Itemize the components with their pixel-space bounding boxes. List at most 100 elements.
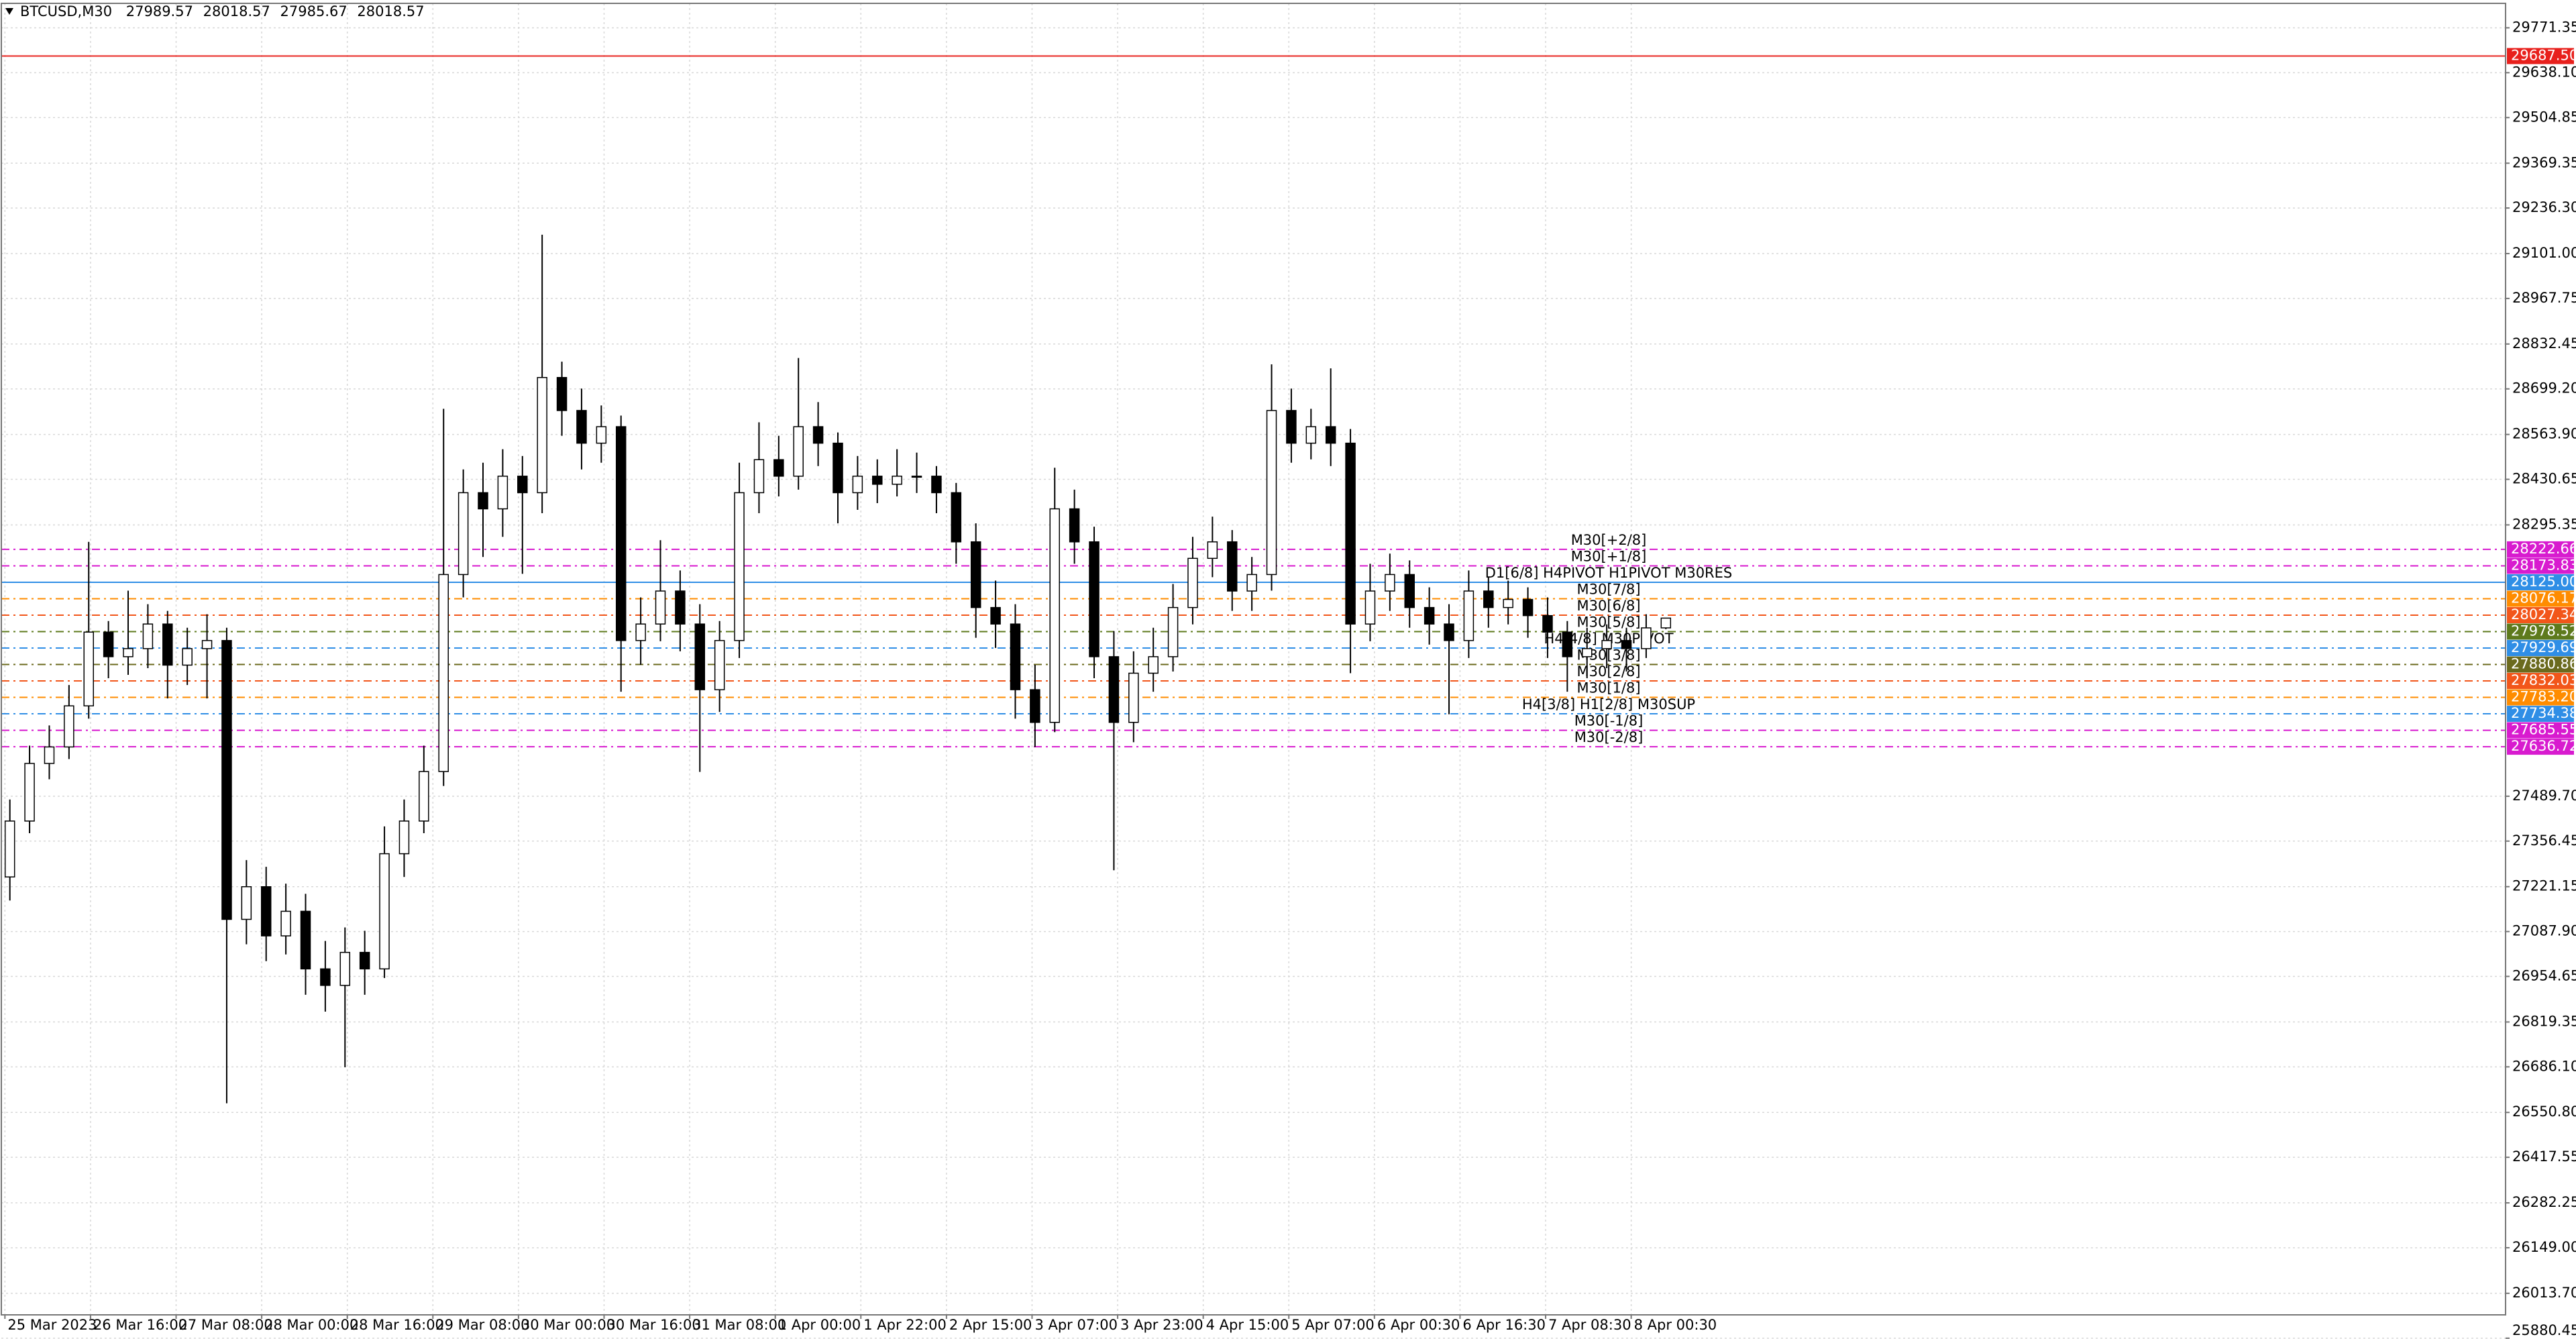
candle-body: [1444, 623, 1454, 641]
candle-body: [162, 623, 173, 666]
price-tag: [2507, 623, 2574, 640]
candle-body: [911, 476, 922, 478]
candle-body: [419, 771, 429, 822]
candle-body: [1325, 426, 1336, 444]
y-tick-label: 29504.85: [2512, 109, 2576, 125]
y-tick-label: 28832.45: [2512, 335, 2576, 352]
x-tick-label: 1 Apr 22:00: [863, 1317, 947, 1333]
candle-body: [675, 590, 686, 625]
levels: M30[+2/8]M30[+1/8]D1[6/8] H4PIVOT H1PIVO…: [1, 55, 2506, 748]
candle-body: [1266, 410, 1277, 576]
candle-body: [83, 631, 94, 706]
x-tick-label: 6 Apr 00:30: [1377, 1317, 1460, 1333]
y-tick-label: 29236.30: [2512, 199, 2576, 215]
price-tag: [2507, 48, 2574, 64]
high-value: 28018.57: [203, 3, 270, 19]
candle-body: [201, 640, 213, 649]
candle-body: [123, 648, 133, 657]
y-tick-label: 26550.80: [2512, 1104, 2576, 1120]
y-tick-label: 26686.10: [2512, 1058, 2576, 1074]
candle-body: [753, 459, 765, 494]
candle-body: [1167, 606, 1179, 657]
x-tick-label: 8 Apr 00:30: [1634, 1317, 1717, 1333]
candle-body: [1503, 598, 1513, 608]
candle-body: [1246, 574, 1257, 592]
x-tick-label: 27 Mar 08:00: [179, 1317, 273, 1333]
candle-body: [438, 574, 449, 772]
y-tick-label: 26819.35: [2512, 1013, 2576, 1029]
candle-body: [4, 820, 15, 877]
level-label: M30[1/8]: [1576, 680, 1640, 696]
candle-body: [635, 623, 646, 641]
price-tag-label: 27929.69: [2511, 639, 2576, 655]
candle-body: [1424, 606, 1435, 625]
candle-body: [1345, 442, 1356, 625]
y-tick-label: 29369.35: [2512, 154, 2576, 170]
candle-body: [1581, 648, 1593, 657]
candle-body: [596, 426, 607, 444]
y-tick-label: 27087.90: [2512, 923, 2576, 939]
candle-body: [280, 910, 291, 936]
candle-body: [833, 442, 843, 494]
price-tag-label: 28076.17: [2511, 590, 2576, 606]
y-tick-label: 26954.65: [2512, 968, 2576, 984]
price-tag-label: 27832.03: [2511, 672, 2576, 688]
candle-body: [1286, 410, 1297, 444]
x-tick-label: 31 Mar 08:00: [692, 1317, 786, 1333]
candle-body: [497, 476, 508, 510]
price-tag-label: 27685.55: [2511, 722, 2576, 738]
price-tag: [2507, 689, 2574, 706]
candle-body: [970, 541, 981, 608]
x-tick-label: 26 Mar 16:00: [93, 1317, 187, 1333]
x-tick-label: 6 Apr 16:30: [1462, 1317, 1546, 1333]
candle-body: [398, 820, 410, 855]
price-tag-label: 28222.66: [2511, 541, 2576, 557]
y-tick-label: 29771.35: [2512, 19, 2576, 35]
level-label: M30[-1/8]: [1574, 713, 1644, 729]
candle-body: [103, 631, 114, 657]
price-axis: 29771.35 29638.10 29504.85 29369.35 29236.30…: [4, 19, 2576, 1339]
candle-body: [260, 886, 272, 936]
candle-body: [1463, 590, 1474, 641]
candle-body: [615, 426, 627, 641]
candle-body: [1522, 598, 1534, 617]
price-tag: [2507, 722, 2574, 739]
x-tick-label: 7 Apr 08:30: [1548, 1317, 1631, 1333]
x-tick-label: 30 Mar 00:00: [521, 1317, 615, 1333]
y-tick-label: 26149.00: [2512, 1239, 2576, 1255]
x-tick-label: 29 Mar 08:00: [435, 1317, 529, 1333]
price-tag-label: 28125.00: [2511, 574, 2576, 590]
price-tag-label: 28173.83: [2511, 557, 2576, 573]
candle-body: [812, 426, 824, 444]
candles: [4, 234, 1672, 1104]
candle-body: [714, 640, 725, 690]
close-value: 28018.57: [357, 3, 424, 19]
y-tick-label: 25880.45: [2512, 1322, 2576, 1338]
open-value: 27989.57: [126, 3, 193, 19]
candle-body: [1621, 640, 1632, 649]
candle-body: [1108, 656, 1120, 723]
y-tick-label: 28563.90: [2512, 426, 2576, 442]
candle-body: [1207, 541, 1218, 559]
candle-body: [872, 476, 883, 485]
x-tick-label: 28 Mar 16:00: [350, 1317, 444, 1333]
candle-body: [1542, 614, 1553, 633]
menu-arrow[interactable]: [5, 8, 13, 15]
y-tick-label: 26282.25: [2512, 1194, 2576, 1210]
level-label: M30[7/8]: [1576, 581, 1640, 597]
plot-frame: [1, 3, 2506, 1316]
candle-body: [1187, 557, 1198, 608]
candle-body: [221, 640, 232, 920]
candle-body: [655, 590, 666, 625]
level-label: H4[3/8] H1[2/8] M30SUP: [1522, 696, 1695, 712]
candle-body: [1364, 590, 1376, 625]
level-label: M30[+2/8]: [1571, 532, 1647, 548]
candle-body: [1641, 627, 1652, 649]
x-tick-label: 3 Apr 23:00: [1120, 1317, 1203, 1333]
x-tick-label: 1 Apr 00:00: [778, 1317, 861, 1333]
price-tag: [2507, 574, 2574, 590]
price-tag: [2507, 656, 2574, 673]
candle-body: [1030, 689, 1040, 723]
candle-body: [379, 853, 390, 970]
